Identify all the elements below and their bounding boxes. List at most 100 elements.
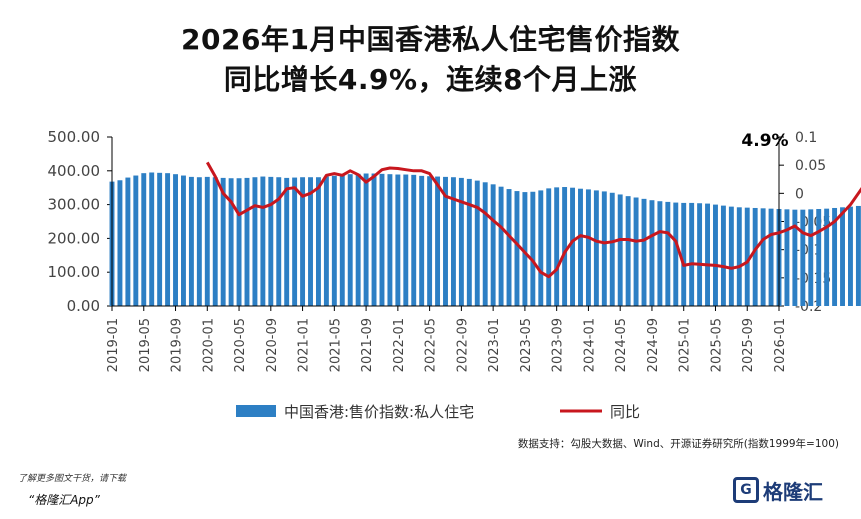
x-tick-label: 2019-09: [170, 318, 185, 372]
left-axis: 0.00 100.00 200.00 300.00 400.00 500.00: [48, 128, 112, 315]
left-tick-label: 100.00: [48, 263, 101, 281]
source-note: 数据支持：勾股大数据、Wind、开源证券研究所(指数1999年=100): [517, 438, 839, 450]
x-tick-label: 2020-01: [201, 318, 216, 372]
legend: 中国香港:售价指数:私人住宅 同比: [236, 403, 640, 421]
annotation-label: 4.9%: [741, 131, 788, 151]
bar: [379, 173, 385, 306]
bar: [736, 207, 742, 306]
x-tick-label: 2019-01: [106, 318, 121, 372]
bar: [848, 206, 853, 306]
bar: [744, 207, 750, 306]
bar: [617, 194, 623, 306]
bar: [204, 176, 210, 306]
bar: [117, 180, 123, 306]
chart-title-line1: 2026年1月中国香港私人住宅售价指数: [181, 23, 680, 56]
bar: [593, 190, 599, 306]
bar: [173, 174, 178, 306]
legend-bar-swatch: [236, 405, 276, 417]
bar: [268, 176, 274, 306]
right-tick-label: 0.05: [795, 158, 826, 174]
bar: [315, 177, 321, 306]
bar: [181, 175, 186, 306]
bar: [530, 191, 536, 306]
bar: [363, 173, 369, 306]
bar: [411, 174, 417, 306]
axis-lines: [111, 137, 780, 307]
x-tick-label: 2019-05: [138, 318, 153, 372]
bar: [546, 188, 552, 306]
bar: [339, 174, 345, 306]
left-tick-label: 200.00: [48, 229, 101, 247]
bar: [570, 187, 576, 306]
bar: [832, 207, 838, 306]
logo-icon: G: [733, 477, 759, 503]
bar: [816, 208, 822, 306]
x-tick-label: 2025-05: [709, 318, 724, 372]
bar: [212, 177, 218, 306]
bar: [665, 201, 671, 306]
bar: [681, 202, 687, 306]
bar: [260, 176, 266, 306]
bar: [331, 175, 337, 306]
bar: [824, 208, 830, 306]
left-tick-label: 300.00: [48, 196, 101, 214]
bar: [554, 187, 560, 306]
bar: [141, 173, 147, 306]
bar: [228, 178, 234, 306]
bar: [800, 209, 806, 306]
bar: [752, 207, 758, 306]
bar: [308, 177, 313, 306]
app-name: “格隆汇App”: [28, 493, 100, 507]
bar: [435, 176, 441, 306]
bar: [355, 173, 361, 306]
x-tick-label: 2022-01: [392, 318, 407, 372]
x-tick-label: 2020-05: [233, 318, 248, 372]
bar: [498, 186, 504, 306]
bar: [125, 177, 131, 306]
x-tick-label: 2024-05: [614, 318, 629, 372]
bar: [585, 189, 591, 306]
bar: [252, 177, 258, 306]
bar: [641, 198, 647, 306]
x-tick-label: 2021-01: [297, 318, 312, 372]
bar: [562, 187, 568, 306]
bar: [578, 188, 583, 306]
bar-series: [109, 172, 861, 306]
legend-line-label: 同比: [610, 403, 640, 421]
bar: [395, 174, 401, 306]
chart-title-line2: 同比增长4.9%，连续8个月上涨: [223, 63, 638, 96]
bar: [427, 176, 433, 306]
bar: [244, 177, 250, 306]
right-tick-label: 0: [795, 186, 804, 202]
bar: [855, 205, 861, 306]
bar: [506, 189, 512, 306]
bar: [808, 209, 814, 306]
bar: [149, 172, 155, 306]
bar: [840, 207, 845, 306]
left-tick-label: 0.00: [67, 297, 100, 315]
x-tick-label: 2023-05: [519, 318, 534, 372]
x-tick-label: 2024-01: [582, 318, 597, 372]
bar: [300, 177, 306, 306]
bar: [284, 177, 290, 306]
x-tick-label: 2025-01: [678, 318, 693, 372]
x-tick-label: 2023-01: [487, 318, 502, 372]
x-tick-label: 2021-09: [360, 318, 375, 372]
bar: [443, 176, 448, 306]
x-tick-label: 2025-09: [741, 318, 756, 372]
bar: [720, 205, 726, 306]
legend-bar-label: 中国香港:售价指数:私人住宅: [284, 403, 474, 421]
bar: [220, 177, 226, 306]
bar: [657, 201, 663, 306]
bar: [196, 177, 202, 306]
bar: [522, 192, 528, 306]
x-tick-label: 2024-09: [646, 318, 661, 372]
bar: [728, 206, 734, 306]
bar: [157, 172, 163, 306]
bar: [188, 176, 194, 306]
bar: [792, 209, 798, 306]
bar: [133, 175, 139, 306]
bar: [450, 177, 456, 306]
bar: [236, 178, 242, 306]
